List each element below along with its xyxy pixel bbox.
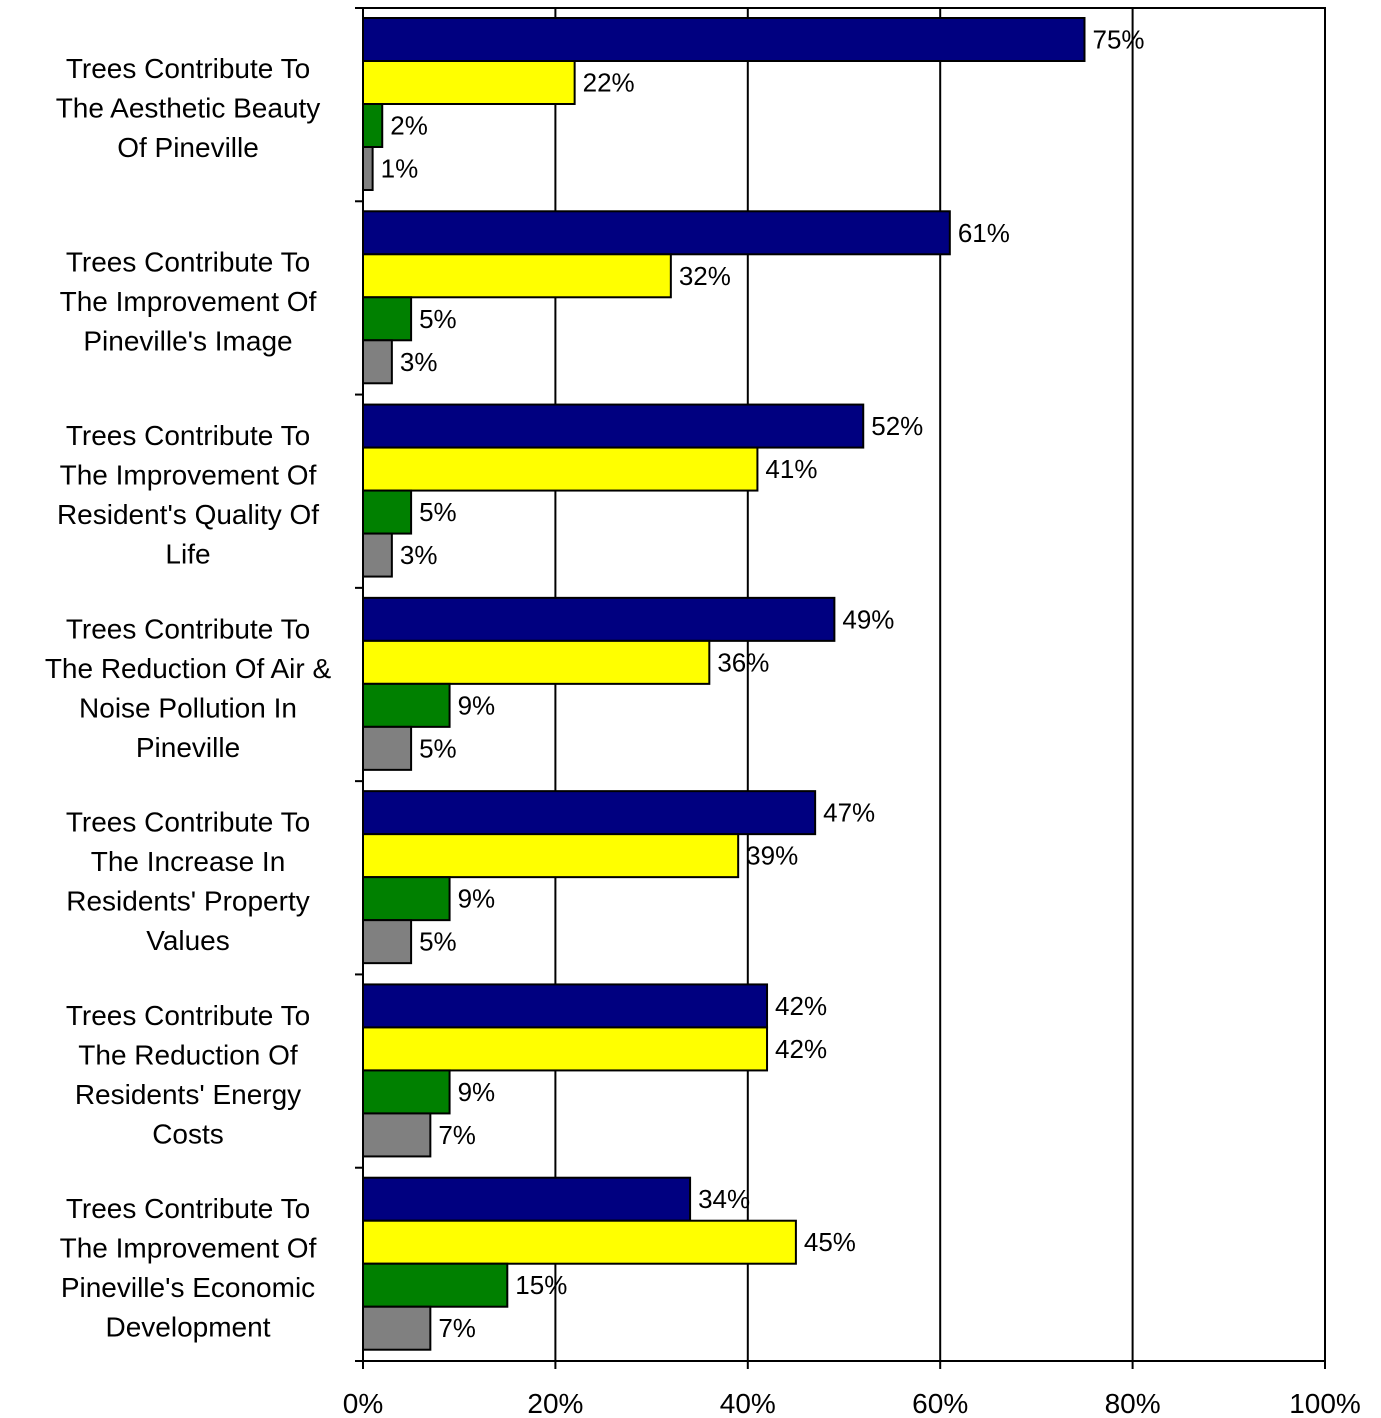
data-label: 32% [679,261,731,291]
bar [362,210,951,256]
bar [362,725,413,771]
category-label-line: Trees Contribute To [66,1193,310,1224]
data-label: 52% [871,411,923,441]
category-label-line: Pineville [136,732,240,763]
bar [362,1262,509,1308]
category-label: Trees Contribute To The Reduction Of Resid… [66,1000,310,1150]
category-label-line: Trees Contribute To [66,246,310,277]
data-label: 5% [419,497,457,527]
category-label-line: The Improvement Of [60,459,317,490]
data-label: 47% [823,798,875,828]
bar [362,1069,451,1115]
category-label-line: Noise Pollution In [79,692,297,723]
data-label: 9% [458,690,496,720]
category-label-line: The Aesthetic Beauty [56,93,321,124]
data-label: 15% [515,1270,567,1300]
x-tick-label: 40% [720,1388,776,1418]
bar [362,253,672,299]
x-tick-label: 100% [1289,1388,1361,1418]
bar [362,983,769,1029]
x-tick-label: 80% [1105,1388,1161,1418]
bar [362,296,413,342]
category-label-line: The Improvement Of [60,286,317,317]
category-label: Trees Contribute To The Aesthetic Beauty O… [56,53,321,163]
category-label-line: Trees Contribute To [66,807,310,838]
data-label: 1% [381,154,419,184]
bar [362,446,759,492]
x-tick-label: 20% [527,1388,583,1418]
data-label: 42% [775,1034,827,1064]
data-label: 3% [400,540,438,570]
category-label-line: Life [165,538,210,569]
data-label: 39% [746,841,798,871]
x-tick-label: 0% [343,1388,383,1418]
category-label-line: Pineville's Economic [61,1272,315,1303]
category-label-line: The Increase In [91,846,286,877]
category-label-line: Residents' Property [66,886,309,917]
data-label: 34% [698,1184,750,1214]
bar [362,60,576,105]
category-label: Trees Contribute To The Reduction Of Air … [45,613,332,763]
bar [362,489,413,535]
category-label-line: Resident's Quality Of [57,499,319,530]
bar [362,596,836,642]
category-label: Trees Contribute To The Improvement Of Pin… [60,246,317,356]
data-label: 9% [458,1077,496,1107]
category-label-line: Of Pineville [117,132,259,163]
bar [362,919,413,965]
bar [362,17,1086,62]
category-label-line: The Improvement Of [60,1233,317,1264]
data-label: 45% [804,1227,856,1257]
data-label: 61% [958,218,1010,248]
bar [362,1219,797,1265]
data-label: 49% [842,604,894,634]
data-label: 5% [419,304,457,334]
data-label: 5% [419,733,457,763]
category-label-line: Trees Contribute To [66,53,310,84]
category-label: Trees Contribute To The Improvement Of Res… [57,420,319,570]
x-tick-label: 60% [912,1388,968,1418]
data-label: 75% [1093,25,1145,55]
data-label: 5% [419,927,457,957]
category-label-line: Values [146,925,230,956]
data-label: 2% [390,111,428,141]
data-label: 3% [400,347,438,377]
data-label: 7% [438,1120,476,1150]
bar [362,103,384,148]
data-label: 41% [765,454,817,484]
bar [362,1026,769,1072]
data-label: 9% [458,884,496,914]
data-label: 22% [583,68,635,98]
category-label: Trees Contribute To The Improvement Of Pin… [60,1193,317,1343]
category-label-line: Costs [152,1118,224,1149]
bar [362,146,374,191]
bar [362,790,817,836]
bar [362,639,711,685]
bar [362,1176,692,1222]
bar [362,532,393,578]
data-label: 7% [438,1313,476,1343]
category-label-line: Trees Contribute To [66,613,310,644]
bar [362,876,451,922]
data-label: 42% [775,991,827,1021]
bar [362,1112,432,1158]
bar [362,682,451,728]
category-label-line: Pineville's Image [83,325,292,356]
data-label: 36% [717,647,769,677]
category-label-line: Trees Contribute To [66,1000,310,1031]
category-label-line: Trees Contribute To [66,420,310,451]
bar [362,833,740,879]
bar [362,339,393,385]
category-label-line: The Reduction Of Air & [45,653,332,684]
category-label-line: Development [106,1312,271,1343]
category-label-line: The Reduction Of [78,1039,298,1070]
category-label-line: Residents' Energy [75,1079,301,1110]
bar [362,1305,432,1351]
category-label: Trees Contribute To The Increase In Reside… [66,807,310,957]
bar [362,403,865,449]
